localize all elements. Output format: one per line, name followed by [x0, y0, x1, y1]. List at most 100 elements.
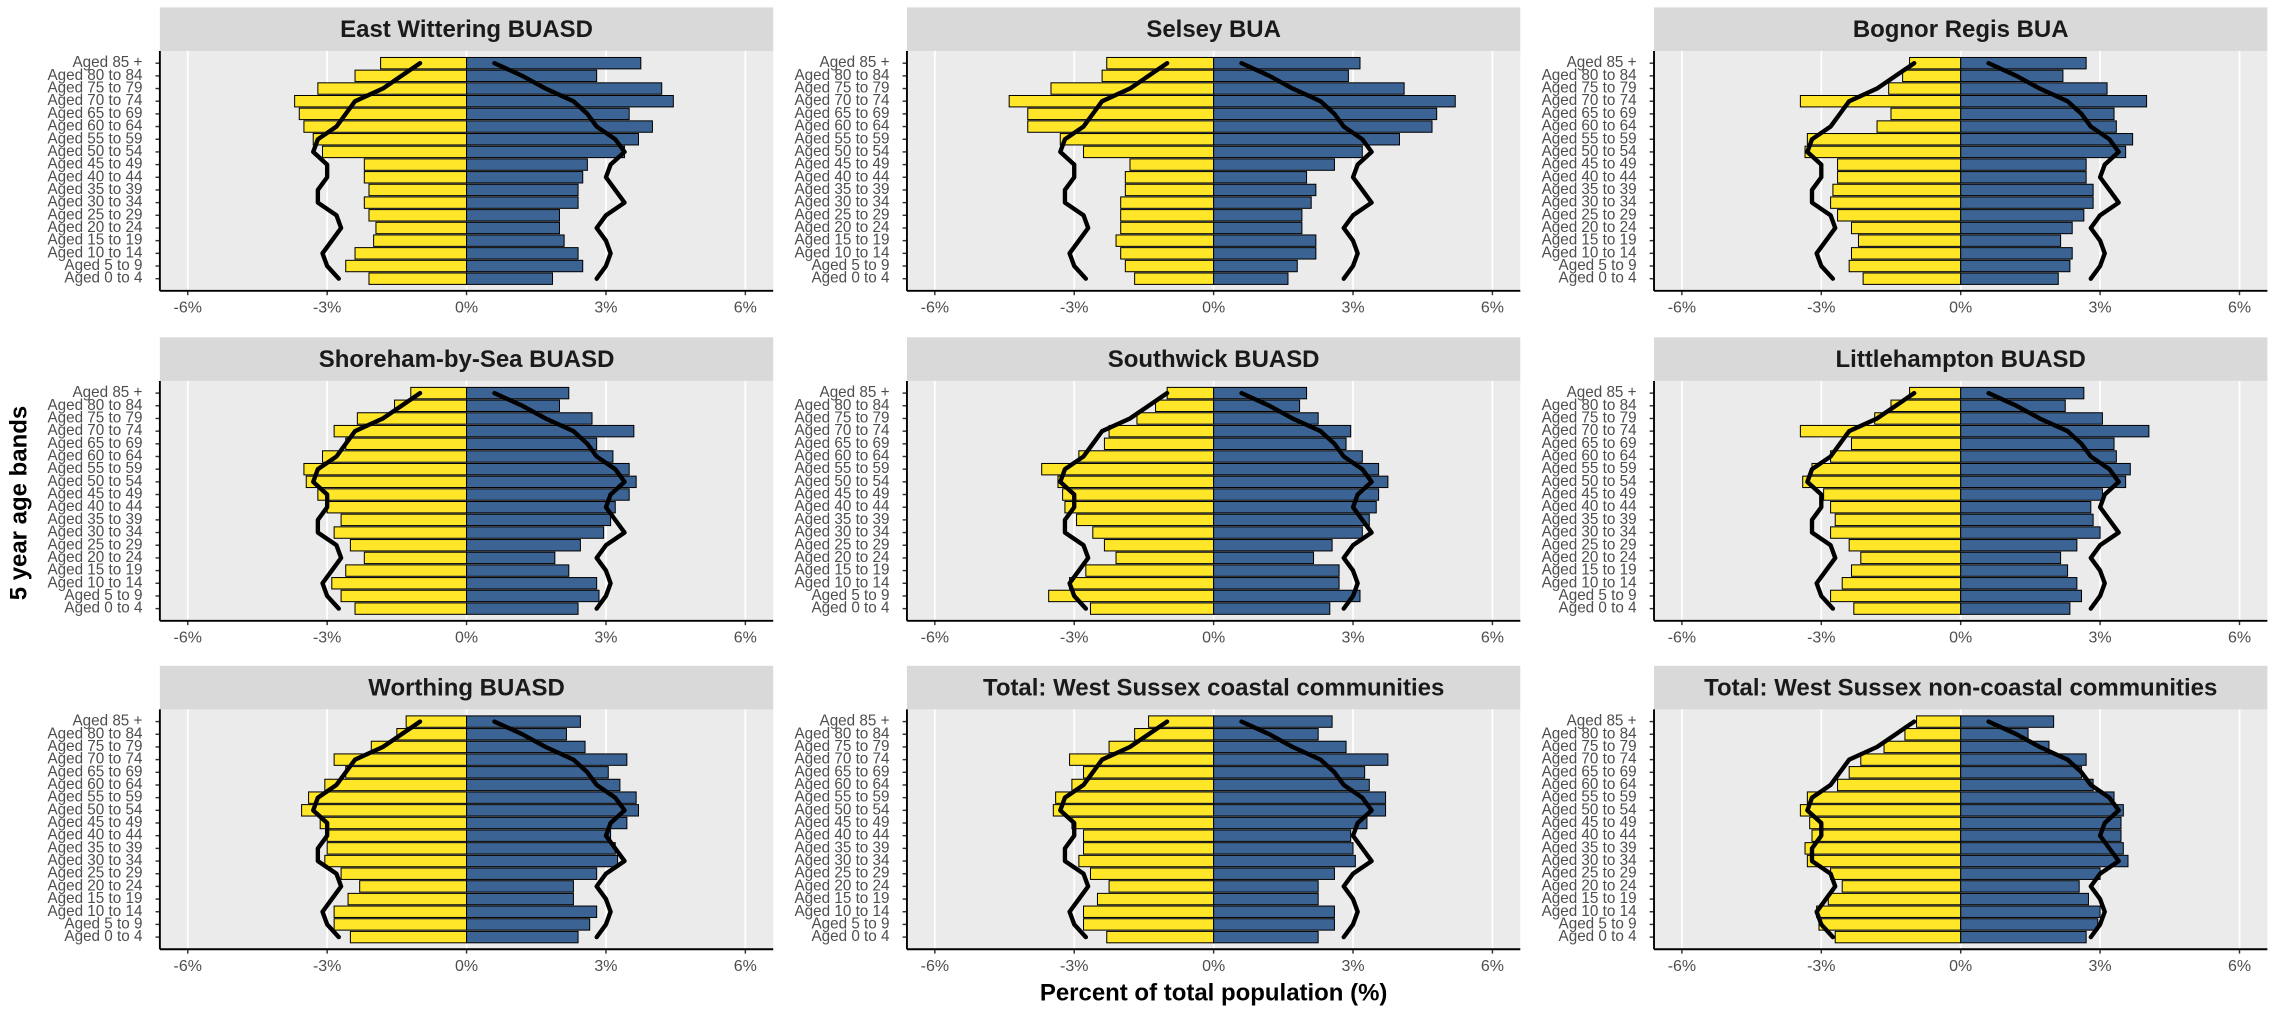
bar [466, 829, 612, 842]
panel-title: East Wittering BUASD [340, 16, 593, 43]
y-tick-label: Aged 80 to 84 [1542, 397, 1637, 414]
bar [1799, 94, 1962, 108]
bar [1136, 412, 1215, 425]
bar [1213, 94, 1456, 108]
bar [466, 475, 637, 489]
bar [1155, 399, 1215, 413]
bar [466, 753, 628, 766]
bar [1960, 589, 2083, 603]
reference-line [1239, 719, 1374, 940]
y-tick-label: Aged 50 to 54 [47, 801, 142, 818]
y-tick-label: Aged 55 to 59 [47, 789, 142, 806]
y-tick-label: Aged 85 + [1567, 54, 1637, 71]
x-tick-label: 0% [1202, 958, 1225, 975]
y-tick-label: Aged 35 to 39 [47, 181, 142, 198]
y-tick-label: Aged 20 to 24 [795, 877, 890, 894]
y-tick-label: Aged 60 to 64 [795, 776, 890, 793]
x-tick-label: 0% [455, 300, 478, 317]
y-tick-label: Aged 10 to 14 [47, 244, 142, 261]
bar [303, 462, 468, 476]
y-tick-label: Aged 30 to 34 [47, 852, 142, 869]
y-tick-label: Aged 50 to 54 [795, 801, 890, 818]
x-tick-label: 3% [2089, 300, 2112, 317]
bar [1213, 539, 1333, 552]
bar [1960, 816, 2122, 830]
y-tick-label: Aged 5 to 9 [1559, 257, 1637, 274]
bar [368, 209, 468, 222]
y-tick-label: Aged 35 to 39 [795, 839, 890, 856]
bar [1089, 602, 1215, 615]
bar [340, 867, 468, 880]
bar [1213, 247, 1317, 260]
bar [1213, 412, 1319, 425]
y-tick-label: Aged 30 to 34 [1542, 194, 1637, 211]
bar [1960, 740, 2050, 754]
y-tick-label: Aged 70 to 74 [47, 422, 142, 439]
y-tick-label: Aged 50 to 54 [47, 473, 142, 490]
bar [1960, 715, 2055, 728]
bar [1799, 424, 1962, 438]
bar [466, 842, 616, 855]
bar [1960, 386, 2085, 400]
bar [1213, 892, 1319, 906]
y-tick-label: Aged 65 to 69 [1542, 435, 1637, 452]
bar [1166, 386, 1215, 400]
reference-line [1986, 390, 2121, 611]
y-tick-label: Aged 55 to 59 [795, 460, 890, 477]
bar [1960, 766, 2083, 779]
x-tick-label: -3% [313, 958, 341, 975]
bar [1960, 272, 2059, 285]
bar [466, 500, 616, 514]
y-tick-label: Aged 40 to 44 [47, 827, 142, 844]
y-tick-label: Aged 65 to 69 [47, 105, 142, 122]
y-tick-label: Aged 10 to 14 [1542, 903, 1637, 920]
y-tick-label: Aged 85 + [1567, 384, 1637, 401]
bar [1115, 551, 1215, 565]
bar [466, 715, 581, 728]
bar [1213, 145, 1363, 159]
bar [1213, 488, 1380, 501]
y-tick-label: Aged 65 to 69 [47, 435, 142, 452]
bar [466, 791, 637, 804]
y-tick-label: Aged 70 to 74 [795, 422, 890, 439]
y-tick-label: Aged 25 to 29 [795, 536, 890, 553]
bar [1883, 740, 1962, 754]
y-tick-label: Aged 25 to 29 [1542, 536, 1637, 553]
bar [1960, 247, 2073, 260]
y-tick-label: Aged 15 to 19 [795, 232, 890, 249]
bar [466, 513, 612, 527]
y-tick-label: Aged 35 to 39 [47, 511, 142, 528]
y-tick-label: Aged 80 to 84 [47, 397, 142, 414]
bar [1124, 183, 1215, 197]
y-tick-label: Aged 55 to 59 [47, 130, 142, 147]
x-tick-label: -6% [1668, 629, 1696, 646]
bar [1115, 234, 1215, 247]
bar [1096, 892, 1215, 906]
x-tick-label: 6% [2228, 958, 2251, 975]
bar [1213, 259, 1298, 273]
bar [301, 804, 468, 817]
bar [333, 918, 468, 931]
bar [1799, 804, 1962, 817]
x-tick-label: -3% [1060, 958, 1088, 975]
bar [1213, 551, 1315, 565]
bar [466, 412, 593, 425]
bar [1830, 867, 1962, 880]
bar [466, 867, 598, 880]
bar [1830, 589, 1962, 603]
y-tick-label: Aged 40 to 44 [47, 168, 142, 185]
bar [363, 196, 468, 209]
bar [1106, 930, 1215, 944]
bar [1904, 728, 1962, 741]
y-tick-label: Aged 25 to 29 [795, 865, 890, 882]
bar [368, 183, 468, 197]
bar [1213, 526, 1363, 539]
y-tick-label: Aged 40 to 44 [1542, 168, 1637, 185]
bar [322, 145, 468, 159]
panel-title: Total: West Sussex coastal communities [983, 674, 1444, 701]
bar [1213, 158, 1335, 171]
y-tick-label: Aged 25 to 29 [1542, 865, 1637, 882]
bar [1806, 854, 1962, 868]
y-tick-label: Aged 85 + [72, 384, 142, 401]
x-tick-label: -6% [921, 958, 949, 975]
